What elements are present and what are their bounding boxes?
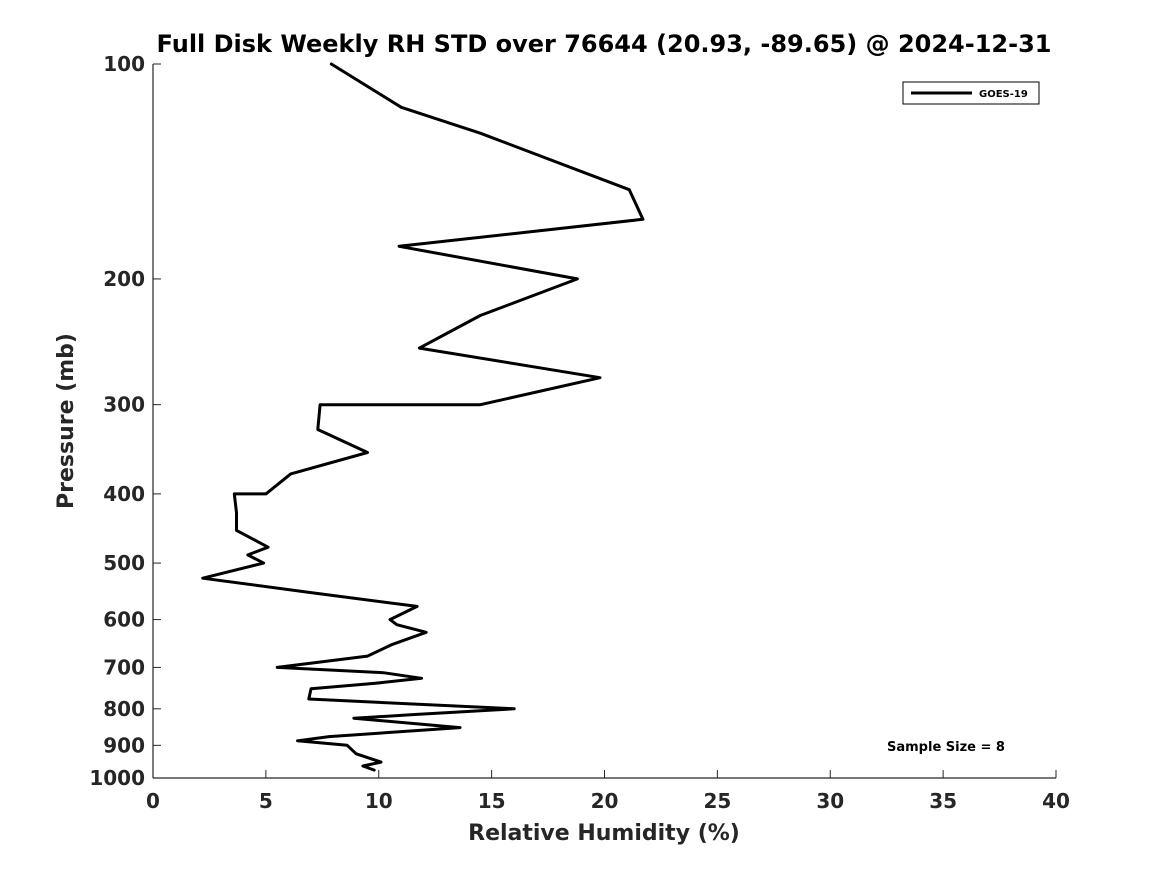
y-axis-label: Pressure (mb) <box>54 333 79 509</box>
x-tick-label: 35 <box>929 789 957 813</box>
series-lines <box>201 62 645 772</box>
y-tick-label: 400 <box>103 482 145 506</box>
chart-title: Full Disk Weekly RH STD over 76644 (20.9… <box>157 30 1052 58</box>
y-tick-label: 900 <box>103 733 145 757</box>
y-tick-label: 500 <box>103 551 145 575</box>
x-tick-label: 25 <box>703 789 731 813</box>
sample-size-annotation: Sample Size = 8 <box>887 740 1005 755</box>
y-tick-label: 1000 <box>89 766 145 790</box>
x-tick-label: 5 <box>259 789 273 813</box>
x-tick-label: 0 <box>146 789 160 813</box>
x-tick-label: 20 <box>591 789 619 813</box>
y-axis-ticks: 100 200 300 400 500 600 700 800 900 1000 <box>89 52 161 790</box>
x-tick-label: 15 <box>478 789 506 813</box>
y-tick-label: 300 <box>103 393 145 417</box>
y-tick-label: 700 <box>103 655 145 679</box>
x-tick-label: 30 <box>816 789 844 813</box>
x-tick-label: 10 <box>365 789 393 813</box>
legend-label-goes-19: GOES-19 <box>979 89 1028 100</box>
y-tick-label: 600 <box>103 608 145 632</box>
x-axis-label: Relative Humidity (%) <box>468 821 740 846</box>
axes <box>152 64 1056 779</box>
series-line-goes-19 <box>201 62 645 772</box>
y-tick-label: 100 <box>103 52 145 76</box>
legend: GOES-19 <box>902 81 1040 105</box>
x-axis-ticks: 0 5 10 15 20 25 30 35 40 <box>146 770 1070 813</box>
x-tick-label: 40 <box>1042 789 1070 813</box>
y-tick-label: 800 <box>103 697 145 721</box>
y-tick-label: 200 <box>103 267 145 291</box>
